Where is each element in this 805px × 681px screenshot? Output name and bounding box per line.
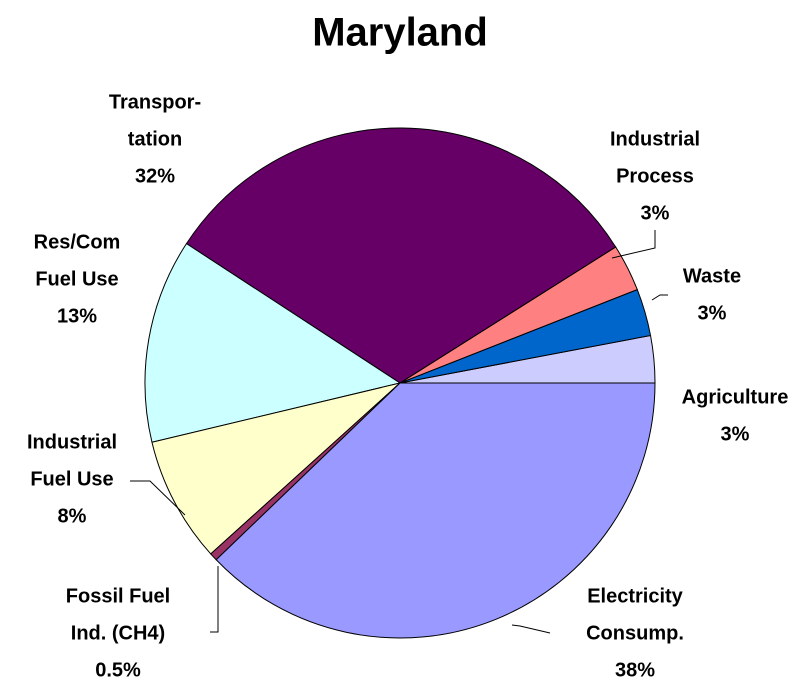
slice-label: Agriculture	[682, 386, 789, 408]
value-label: 32%	[135, 165, 175, 187]
leader-line	[511, 624, 551, 634]
leader-line	[130, 480, 186, 516]
pie-slice	[144, 242, 402, 443]
pie-slice	[185, 127, 617, 384]
slice-label: Industrial	[27, 431, 117, 453]
value-label: 38%	[615, 659, 655, 681]
slice-label: Res/Com	[34, 231, 121, 253]
slice-label: Industrial	[610, 128, 700, 150]
slice-label: tation	[128, 128, 182, 150]
leader-line	[611, 230, 656, 259]
leader-line	[651, 294, 668, 301]
slice-label: Electricity	[587, 585, 683, 607]
slice-label: Process	[616, 165, 694, 187]
pie-slice	[151, 382, 401, 555]
slice-label: Waste	[683, 265, 741, 287]
chart-title: Maryland	[312, 11, 488, 55]
value-label: 0.5%	[95, 659, 141, 681]
slice-label: Fossil Fuel	[66, 585, 170, 607]
slice-label: Consump.	[586, 622, 684, 644]
slice-label: Transpor-	[109, 91, 201, 113]
value-label: 3%	[698, 302, 727, 324]
slice-label: Fuel Use	[30, 468, 113, 490]
pie-slice	[215, 382, 656, 639]
slice-label: Fuel Use	[35, 268, 118, 290]
value-label: 8%	[58, 505, 87, 527]
value-label: 13%	[57, 305, 97, 327]
value-label: 3%	[641, 202, 670, 224]
leader-line	[210, 566, 219, 633]
slice-label: Ind. (CH4)	[71, 622, 165, 644]
value-label: 3%	[721, 423, 750, 445]
